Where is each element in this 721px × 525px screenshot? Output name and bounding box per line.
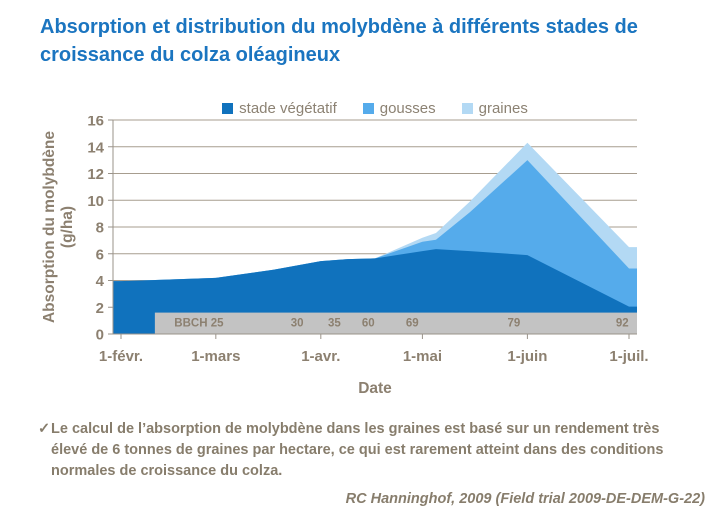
legend-label-graines: graines bbox=[478, 99, 528, 117]
x-tick-label: 1-févr. bbox=[99, 348, 143, 365]
y-axis-title-line1: Absorption du molybdène bbox=[41, 131, 58, 323]
y-tick-label: 2 bbox=[96, 300, 104, 317]
legend-item-gousses: gousses bbox=[362, 99, 436, 117]
x-axis-title: Date bbox=[358, 380, 392, 397]
y-tick-label: 12 bbox=[87, 166, 104, 183]
bbch-band bbox=[154, 312, 637, 334]
bbch-stage-label: 92 bbox=[616, 318, 629, 330]
y-tick-label: 10 bbox=[87, 193, 104, 210]
footnote: ✓ Le calcul de l’absorption de molybdène… bbox=[38, 419, 691, 482]
attribution: RC Hanninghof, 2009 (Field trial 2009-DE… bbox=[345, 491, 705, 507]
bbch-stage-label: 30 bbox=[291, 318, 304, 330]
legend-item-stade-vegetatif: stade végétatif bbox=[222, 100, 337, 117]
x-tick-label: 1-mai bbox=[403, 348, 442, 365]
legend-label-stade-vegetatif: stade végétatif bbox=[239, 99, 337, 117]
page-title: Absorption et distribution du molybdène … bbox=[40, 16, 638, 66]
bbch-stage-label: 79 bbox=[507, 318, 520, 330]
absorption-area-chart: BBCH 25 30 35 60 69 79 92 0 2 4 6 8 10 12 14 16 1-févr. 1… bbox=[41, 116, 649, 397]
x-tick-label: 1-mars bbox=[191, 348, 240, 365]
x-tick-label: 1-avr. bbox=[301, 348, 340, 365]
y-tick-label: 8 bbox=[96, 220, 104, 237]
checkmark-icon: ✓ bbox=[38, 421, 51, 437]
y-tick-label: 6 bbox=[96, 246, 104, 263]
y-tick-label: 0 bbox=[96, 327, 104, 344]
legend-swatch-gousses bbox=[362, 102, 374, 114]
chart-legend: stade végétatif gousses graines bbox=[113, 98, 637, 118]
y-tick-label: 16 bbox=[87, 116, 104, 130]
y-tick-label: 4 bbox=[96, 273, 105, 290]
bbch-stage-label: 35 bbox=[328, 318, 341, 330]
x-tick-label: 1-juil. bbox=[609, 348, 648, 365]
bbch-stage-label: BBCH 25 bbox=[174, 318, 224, 330]
legend-item-graines: graines bbox=[461, 99, 528, 117]
y-tick-label: 14 bbox=[87, 139, 104, 156]
legend-swatch-graines bbox=[461, 102, 473, 114]
bbch-stage-label: 69 bbox=[406, 318, 419, 330]
x-tick-label: 1-juin bbox=[507, 348, 547, 365]
legend-label-gousses: gousses bbox=[379, 99, 436, 117]
legend-swatch-stade-vegetatif bbox=[222, 102, 234, 114]
y-axis-title-line2: (g/ha) bbox=[59, 206, 76, 248]
bbch-stage-label: 60 bbox=[362, 318, 375, 330]
footnote-text: Le calcul de l’absorption de molybdène d… bbox=[51, 421, 664, 479]
